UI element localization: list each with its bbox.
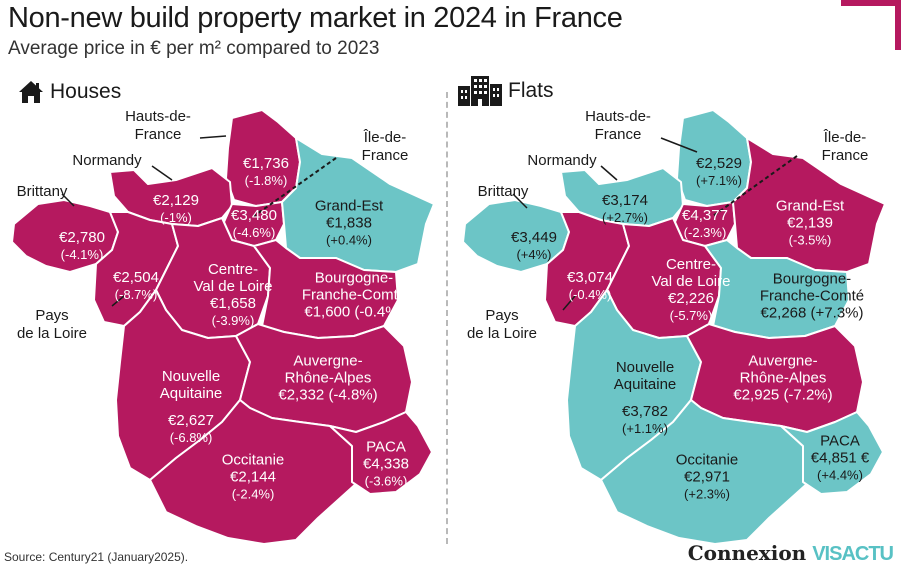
flats-label-normandy: €3,174 (+2.7%) <box>602 192 648 225</box>
flats-label-nouvelle-aquitaine: Nouvelle Aquitaine €3,782 (+1.1%) <box>613 359 677 436</box>
flats-map-svg <box>462 109 886 545</box>
houses-label-occitanie: Occitanie €2,144 (-2.4%) <box>221 451 285 502</box>
region-paca[interactable] <box>329 411 433 495</box>
houses-label-ile-de-france: €3,480 (-4.6%) <box>231 207 277 240</box>
flats-label-pays-de-la-loire: €3,074 (-0.4%) <box>567 269 613 302</box>
houses-label-auvergne-rhone-alpes: Auvergne- Rhône-Alpes €2,332 (-4.8%) <box>278 352 378 404</box>
brand-connexion: Connexion <box>687 541 807 565</box>
flats-label-ile-de-france: €4,377 (-2.3%) <box>682 207 728 240</box>
source-note: Source: Century21 (January2025). <box>4 550 189 564</box>
houses-label-brittany: €2,780 (-4.1%) <box>59 229 105 262</box>
houses-label-bourgogne-franche-comte: Bourgogne- Franche-Comté €1,600 (-0.4%) <box>301 269 407 321</box>
flats-label-grand-est: Grand-Est €2,139 (-3.5%) <box>775 197 845 248</box>
houses-panel-title: Houses <box>18 80 121 104</box>
houses-map-svg <box>11 109 435 545</box>
flats-title: Flats <box>508 79 554 102</box>
flats-callout-ile-de-france: Île-de- France <box>821 129 869 164</box>
page-subtitle: Average price in € per m² compared to 20… <box>8 38 380 59</box>
brand-logo: Connexion VISACTU <box>687 541 894 566</box>
house-icon <box>19 81 43 103</box>
houses-label-normandy: €2,129 (-1%) <box>153 192 199 225</box>
corner-accent <box>841 0 901 50</box>
flats-callout-hauts-de-france: Hauts-de- France <box>585 108 651 143</box>
houses-label-centre-val-de-loire: Centre- Val de Loire €1,658 (-3.9%) <box>193 261 273 328</box>
building-icon <box>458 76 502 106</box>
flats-callout-pays-de-la-loire: Pays de la Loire <box>466 307 538 342</box>
houses-label-paca: PACA €4,338 (-3.6%) <box>363 438 409 489</box>
flats-label-bourgogne-franche-comte: Bourgogne- Franche-Comté €2,268 (+7.3%) <box>759 270 865 322</box>
page-title: Non-new build property market in 2024 in… <box>8 2 623 34</box>
flats-label-occitanie: Occitanie €2,971 (+2.3%) <box>675 451 739 502</box>
flats-callout-brittany: Brittany <box>477 183 529 200</box>
houses-map <box>0 100 440 550</box>
houses-label-nouvelle-aquitaine: Nouvelle Aquitaine €2,627 (-6.8%) <box>159 368 223 445</box>
houses-callout-hauts-de-france: Hauts-de- France <box>125 108 191 143</box>
houses-label-grand-est: Grand-Est €1,838 (+0.4%) <box>314 197 384 248</box>
flats-callout-normandy: Normandy <box>527 152 597 169</box>
flats-label-auvergne-rhone-alpes: Auvergne- Rhône-Alpes €2,925 (-7.2%) <box>733 352 833 404</box>
brand-visactu: VISACTU <box>812 543 894 565</box>
flats-panel-title: Flats <box>458 76 554 106</box>
flats-label-brittany: €3,449 (+4%) <box>511 229 557 262</box>
houses-label-hauts-de-france: €1,736 (-1.8%) <box>243 155 289 188</box>
houses-title: Houses <box>50 80 122 103</box>
region-bourgogne-franche-comte[interactable] <box>704 239 850 339</box>
region-paca[interactable] <box>780 411 884 495</box>
panel-divider <box>446 92 448 544</box>
flats-label-centre-val-de-loire: Centre- Val de Loire €2,226 (-5.7%) <box>651 256 731 323</box>
region-bourgogne-franche-comte[interactable] <box>253 239 399 339</box>
flats-map <box>451 100 891 550</box>
flats-label-paca: PACA €4,851 € (+4.4%) <box>810 432 870 483</box>
houses-callout-ile-de-france: Île-de- France <box>361 129 409 164</box>
houses-callout-normandy: Normandy <box>72 152 142 169</box>
houses-callout-pays-de-la-loire: Pays de la Loire <box>16 307 88 342</box>
houses-callout-brittany: Brittany <box>16 183 68 200</box>
flats-label-hauts-de-france: €2,529 (+7.1%) <box>696 155 742 188</box>
houses-label-pays-de-la-loire: €2,504 (-8.7%) <box>113 269 159 302</box>
